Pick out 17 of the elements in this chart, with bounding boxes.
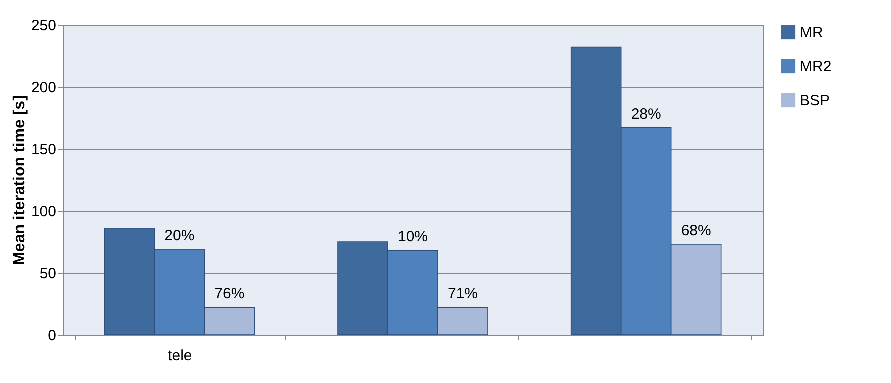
legend-label: MR xyxy=(800,24,824,42)
annotation: 28% xyxy=(631,106,662,123)
annotation: 20% xyxy=(164,227,195,244)
y-axis-title: Mean iteration time [s] xyxy=(11,96,28,266)
annotation: 71% xyxy=(448,286,478,303)
y-tick-label: 50 xyxy=(40,266,56,282)
annotation: 10% xyxy=(398,228,428,246)
y-tick-label: 250 xyxy=(31,18,56,34)
x-tick-label: tele xyxy=(168,348,192,364)
annotation: 68% xyxy=(681,222,712,240)
annotation: 76% xyxy=(214,286,245,303)
y-tick-label: 200 xyxy=(31,80,56,96)
y-tick-label: 150 xyxy=(31,142,56,158)
legend-label: MR2 xyxy=(800,58,832,76)
legend-label: BSP xyxy=(800,92,830,110)
y-tick-label: 0 xyxy=(48,328,56,344)
y-tick-label: 100 xyxy=(31,204,56,220)
